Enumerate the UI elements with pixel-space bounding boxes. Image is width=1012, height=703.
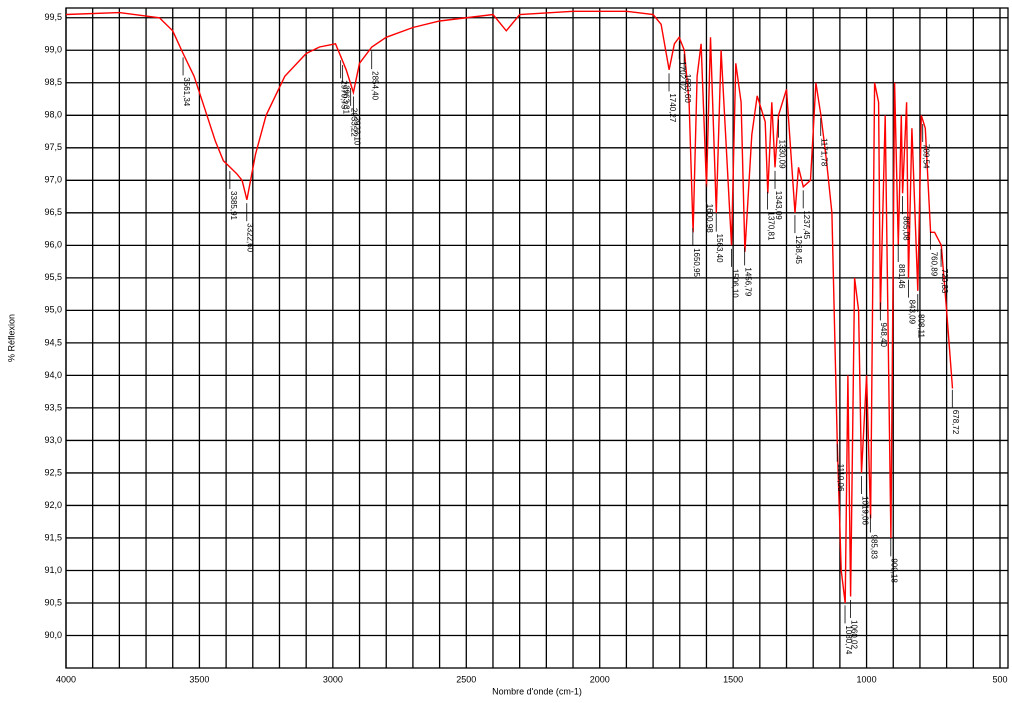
y-tick-label: 98,0	[44, 110, 62, 120]
peak-label: 1237,45	[802, 210, 811, 239]
peak-label: 948,40	[879, 322, 888, 347]
peak-label: 1683,60	[683, 74, 692, 103]
y-tick-label: 90,0	[44, 630, 62, 640]
x-tick-label: 4000	[56, 674, 76, 684]
peak-label: 909,18	[890, 558, 899, 583]
x-tick-label: 2000	[590, 674, 610, 684]
peak-label: 1456,79	[744, 267, 753, 296]
y-tick-label: 92,5	[44, 467, 62, 477]
peak-label: 1080,74	[844, 625, 853, 654]
y-tick-label: 97,0	[44, 175, 62, 185]
peak-label: 1506,10	[730, 269, 739, 298]
x-tick-label: 2500	[456, 674, 476, 684]
peak-label: 1563,40	[715, 234, 724, 263]
y-tick-label: 99,5	[44, 12, 62, 22]
y-tick-label: 95,5	[44, 272, 62, 282]
y-tick-label: 99,0	[44, 45, 62, 55]
y-tick-label: 96,5	[44, 207, 62, 217]
peak-label: 1600,98	[705, 204, 714, 233]
peak-label: 1702,02	[678, 61, 687, 90]
y-tick-label: 94,0	[44, 370, 62, 380]
y-tick-label: 98,5	[44, 77, 62, 87]
x-axis-label: Nombre d'onde (cm-1)	[492, 686, 582, 696]
peak-label: 1650,95	[692, 248, 701, 277]
y-tick-label: 90,5	[44, 597, 62, 607]
peak-label: 1343,09	[774, 191, 783, 220]
peak-label: 2854,40	[371, 71, 380, 100]
peak-label: 2970,75	[340, 80, 349, 109]
y-tick-label: 95,0	[44, 305, 62, 315]
peak-label: 1110,06	[836, 464, 845, 492]
x-tick-label: 500	[992, 674, 1007, 684]
x-tick-label: 3000	[323, 674, 343, 684]
peak-label: 789,54	[922, 144, 931, 169]
peak-label: 1330,09	[777, 140, 786, 169]
peak-label: 808,11	[917, 314, 926, 338]
y-tick-label: 97,5	[44, 142, 62, 152]
peak-label: 865,08	[901, 216, 910, 241]
peak-label: 881,46	[897, 264, 906, 289]
peak-label: 1268,45	[794, 235, 803, 264]
y-tick-label: 91,0	[44, 565, 62, 575]
peak-label: 760,89	[929, 252, 938, 277]
plot-frame	[65, 7, 1009, 669]
y-axis-label: % Réflexion	[6, 314, 16, 362]
peak-label: 678,72	[951, 410, 960, 435]
x-tick-label: 1000	[857, 674, 877, 684]
peak-label: 2963,31	[342, 85, 351, 114]
peak-label: 985,83	[869, 535, 878, 560]
peak-label: 2933,22	[350, 108, 359, 137]
y-tick-label: 93,5	[44, 402, 62, 412]
peak-label: 720,83	[940, 269, 949, 294]
y-tick-label: 92,0	[44, 500, 62, 510]
y-tick-label: 93,0	[44, 435, 62, 445]
spectrum-line	[65, 10, 954, 604]
peak-label: 1060,02	[849, 620, 858, 649]
peak-label: 3385,91	[229, 191, 238, 220]
peak-label: 2923,10	[352, 116, 361, 145]
y-tick-label: 94,5	[44, 337, 62, 347]
peak-label: 1740,27	[668, 93, 677, 122]
peak-label: 1019,06	[860, 496, 869, 525]
peak-label: 1370,81	[767, 212, 776, 241]
peak-label: 3322,60	[246, 223, 255, 252]
peak-label: 1171,78	[820, 138, 829, 167]
x-tick-label: 3500	[189, 674, 209, 684]
y-tick-label: 91,5	[44, 532, 62, 542]
peak-label: 843,09	[907, 300, 916, 325]
peak-label: 3561,34	[182, 77, 191, 106]
x-tick-label: 1500	[723, 674, 743, 684]
y-tick-label: 96,0	[44, 240, 62, 250]
